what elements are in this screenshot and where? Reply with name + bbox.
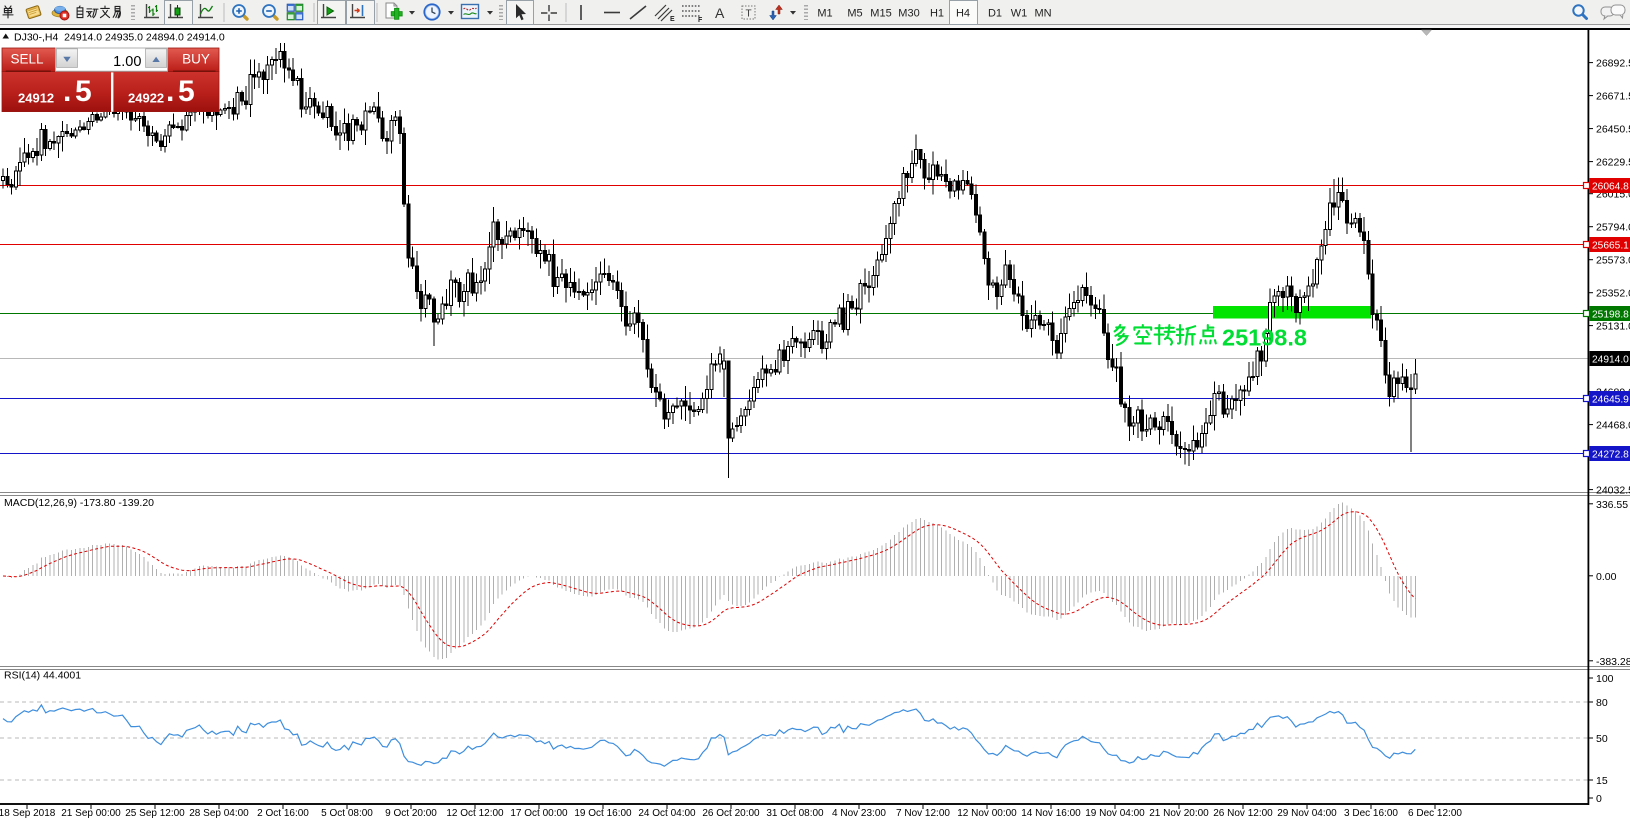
svg-text:E: E (670, 16, 675, 23)
svg-text:24912: 24912 (18, 91, 54, 106)
svg-text:24914.0: 24914.0 (1592, 355, 1629, 366)
svg-text:M5: M5 (847, 8, 862, 20)
svg-text:24272.8: 24272.8 (1592, 450, 1629, 461)
svg-text:19 Nov 04:00: 19 Nov 04:00 (1085, 808, 1145, 819)
svg-text:26 Oct 20:00: 26 Oct 20:00 (702, 808, 760, 819)
svg-text:21 Sep 00:00: 21 Sep 00:00 (61, 808, 121, 819)
svg-text:28 Sep 04:00: 28 Sep 04:00 (189, 808, 249, 819)
svg-text:3 Dec 16:00: 3 Dec 16:00 (1344, 808, 1398, 819)
svg-text:-383.28: -383.28 (1596, 656, 1630, 668)
svg-text:26229.5: 26229.5 (1596, 157, 1630, 169)
svg-text:W1: W1 (1011, 8, 1028, 20)
svg-text:F: F (698, 17, 703, 24)
svg-text:26671.5: 26671.5 (1596, 91, 1630, 103)
svg-text:M30: M30 (898, 8, 919, 20)
svg-text:50: 50 (1596, 733, 1608, 745)
svg-text:D1: D1 (988, 8, 1002, 20)
svg-text:24 Oct 04:00: 24 Oct 04:00 (638, 808, 696, 819)
svg-text:25198.8: 25198.8 (1222, 325, 1307, 351)
svg-text:17 Oct 00:00: 17 Oct 00:00 (510, 808, 568, 819)
svg-text:6 Dec 12:00: 6 Dec 12:00 (1408, 808, 1462, 819)
svg-text:26892.5: 26892.5 (1596, 58, 1630, 70)
svg-text:25131.0: 25131.0 (1596, 321, 1630, 333)
svg-text:29 Nov 04:00: 29 Nov 04:00 (1277, 808, 1337, 819)
svg-text:H1: H1 (930, 8, 944, 20)
svg-text:24468.0: 24468.0 (1596, 420, 1630, 432)
svg-text:BUY: BUY (182, 52, 210, 67)
svg-text:15: 15 (1596, 775, 1608, 787)
svg-text:.: . (63, 75, 71, 108)
svg-text:M15: M15 (870, 8, 891, 20)
svg-text:19 Oct 16:00: 19 Oct 16:00 (574, 808, 632, 819)
svg-text:0: 0 (1596, 793, 1602, 805)
svg-text:0.00: 0.00 (1596, 571, 1617, 583)
svg-text:26450.5: 26450.5 (1596, 124, 1630, 136)
svg-text:12 Nov 00:00: 12 Nov 00:00 (957, 808, 1017, 819)
svg-text:4 Nov 23:00: 4 Nov 23:00 (832, 808, 886, 819)
svg-text:100: 100 (1596, 673, 1614, 685)
svg-text:25198.8: 25198.8 (1592, 310, 1629, 321)
svg-text:25573.0: 25573.0 (1596, 255, 1630, 267)
svg-text:MN: MN (1034, 8, 1051, 20)
svg-text:5: 5 (178, 75, 195, 108)
svg-text:25352.0: 25352.0 (1596, 288, 1630, 300)
svg-text:M1: M1 (817, 8, 832, 20)
svg-text:2 Oct 16:00: 2 Oct 16:00 (257, 808, 309, 819)
svg-text:12 Oct 12:00: 12 Oct 12:00 (446, 808, 504, 819)
svg-text:DJ30-,H4 24914.0 24935.0 2489: DJ30-,H4 24914.0 24935.0 24894.0 24914.0 (14, 32, 225, 44)
svg-text:T: T (746, 9, 752, 20)
svg-text:80: 80 (1596, 697, 1608, 709)
svg-text:1.00: 1.00 (113, 54, 141, 70)
svg-text:24645.9: 24645.9 (1592, 395, 1629, 406)
svg-text:SELL: SELL (10, 52, 44, 67)
svg-text:.: . (166, 75, 174, 108)
svg-text:25 Sep 12:00: 25 Sep 12:00 (125, 808, 185, 819)
svg-text:MACD(12,26,9) -173.80 -139.20: MACD(12,26,9) -173.80 -139.20 (4, 497, 154, 509)
svg-text:H4: H4 (956, 8, 970, 20)
svg-text:336.55: 336.55 (1596, 499, 1628, 511)
svg-text:9 Oct 20:00: 9 Oct 20:00 (385, 808, 437, 819)
svg-text:26064.8: 26064.8 (1592, 182, 1629, 193)
svg-text:26 Nov 12:00: 26 Nov 12:00 (1213, 808, 1273, 819)
svg-text:14 Nov 16:00: 14 Nov 16:00 (1021, 808, 1081, 819)
svg-text:24922: 24922 (128, 91, 164, 106)
svg-text:25794.0: 25794.0 (1596, 222, 1630, 234)
svg-text:5: 5 (75, 75, 92, 108)
svg-text:25665.1: 25665.1 (1592, 241, 1629, 252)
svg-text:A: A (715, 5, 725, 21)
svg-text:31 Oct 08:00: 31 Oct 08:00 (766, 808, 824, 819)
svg-text:24032.5: 24032.5 (1596, 485, 1630, 497)
svg-text:7 Nov 12:00: 7 Nov 12:00 (896, 808, 950, 819)
svg-text:RSI(14) 44.4001: RSI(14) 44.4001 (4, 670, 81, 682)
svg-text:5 Oct 08:00: 5 Oct 08:00 (321, 808, 373, 819)
svg-text:21 Nov 20:00: 21 Nov 20:00 (1149, 808, 1209, 819)
svg-text:18 Sep 2018: 18 Sep 2018 (0, 808, 56, 819)
